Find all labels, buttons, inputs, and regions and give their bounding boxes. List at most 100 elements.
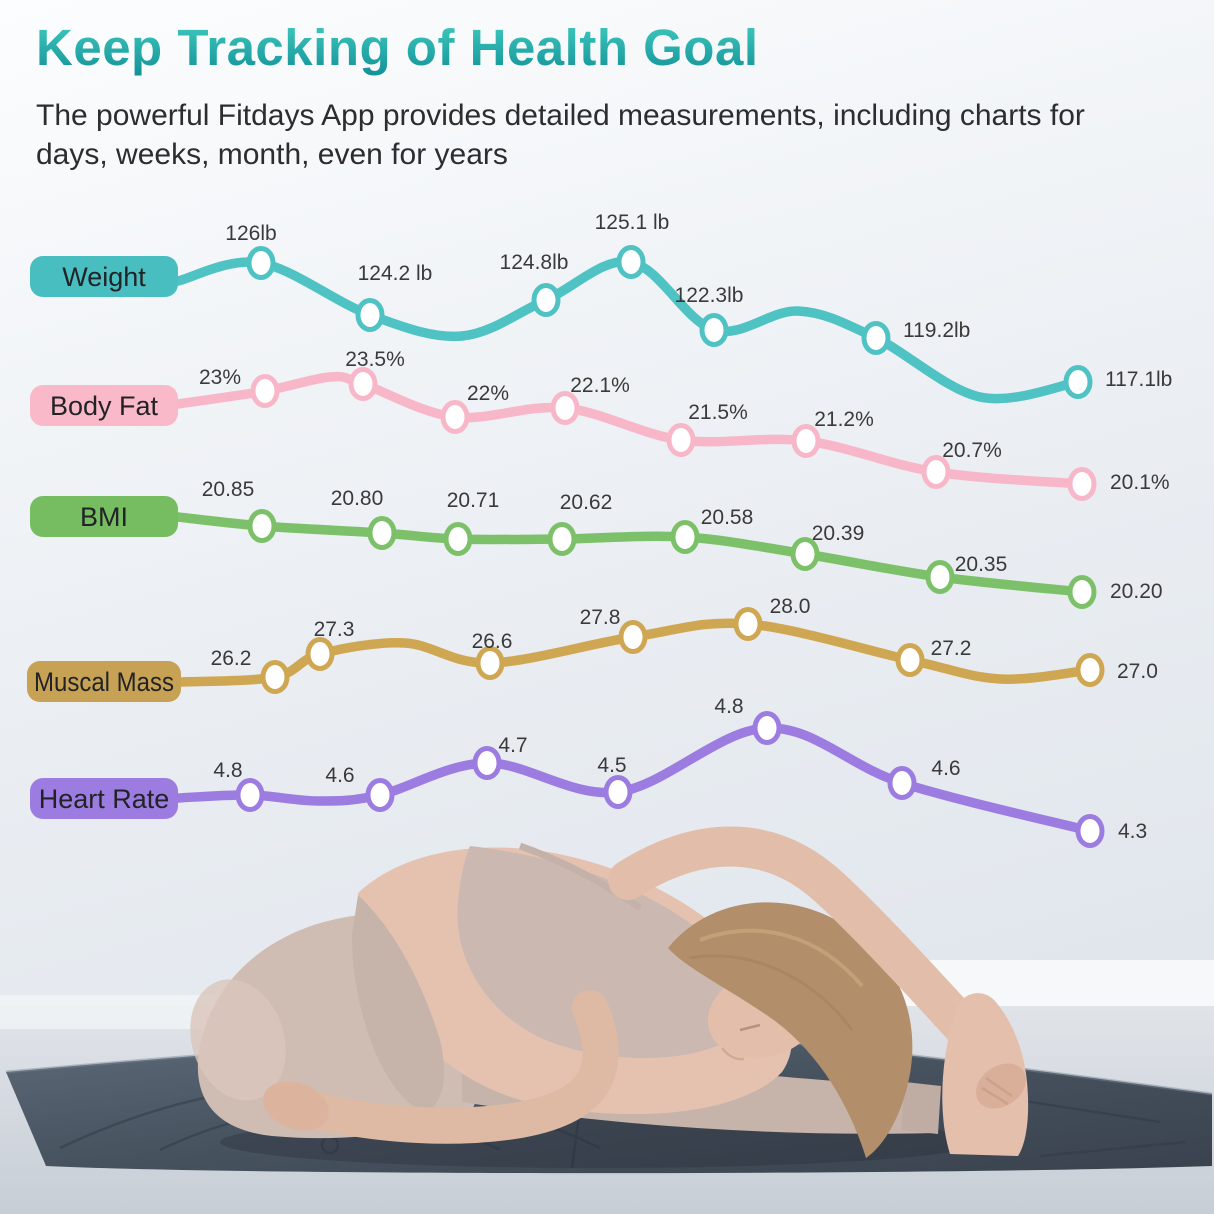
weight-point-label-4: 125.1 lb: [595, 211, 670, 234]
muscal-mass-line: [176, 618, 1095, 687]
weight-legend-pill: Weight: [30, 256, 178, 297]
body-fat-point-2: [348, 367, 378, 401]
bmi-point-label-0: 20.85: [202, 478, 255, 501]
bmi-point-7: [1067, 575, 1097, 609]
muscal-mass-point-label-4: 27.8: [580, 606, 621, 629]
heart-rate-point-label-3: 4.7: [498, 734, 527, 757]
page-title: Keep Tracking of Health Goal: [36, 19, 759, 76]
muscal-mass-point-4: [618, 620, 648, 654]
bmi-legend-label: BMI: [80, 502, 128, 532]
chart-layer: 126lb 124.2 lb 124.8lb 125.1 lb 122.3lb 119.2…: [27, 211, 1172, 848]
muscal-mass-point-6: [895, 643, 925, 677]
bmi-line: [173, 512, 1087, 597]
muscal-mass-point-1: [305, 637, 335, 671]
heart-rate-point-label-4: 4.5: [597, 754, 626, 777]
body-fat-point-label-6: 21.2%: [814, 408, 874, 431]
legging-cuff: [901, 1082, 941, 1134]
leggings-hip: [352, 895, 444, 1112]
heart-rate-point-label-7: 4.3: [1118, 820, 1147, 843]
header: Keep Tracking of Health Goal The powerfu…: [36, 19, 1190, 174]
muscal-mass-point-label-6: 27.2: [931, 637, 972, 660]
series-muscal-mass: 26.2 27.3 26.6 27.8 28.0 27.2 27.0 Muscal Mass: [27, 595, 1158, 702]
weight-point-label-3: 124.8lb: [500, 251, 569, 274]
muscal-mass-point-label-3: 26.6: [472, 630, 513, 653]
body-fat-point-4: [550, 391, 580, 425]
bmi-point-4: [670, 520, 700, 554]
bmi-point-2: [443, 522, 473, 556]
hand-on-foot: [976, 1063, 1026, 1109]
heart-rate-legend-pill: Heart Rate: [30, 778, 178, 819]
body-fat-point-8: [1067, 467, 1097, 501]
bmi-point-label-7: 20.20: [1110, 580, 1163, 603]
page-subtitle: The powerful Fitdays App provides detail…: [36, 99, 1085, 172]
heart-rate-point-3: [472, 746, 502, 780]
muscal-mass-point-3: [475, 646, 505, 680]
bmi-legend-pill: BMI: [30, 496, 178, 537]
bmi-point-label-4: 20.58: [701, 506, 754, 529]
heart-rate-point-4: [603, 775, 633, 809]
weight-point-1: [355, 298, 385, 332]
knee-highlight: [190, 979, 286, 1101]
weight-point-4: [616, 245, 646, 279]
weight-point-label-5: 122.3lb: [675, 284, 744, 307]
series-bmi: 20.85 20.80 20.71 20.62 20.58 20.39 20.35 20.20…: [30, 478, 1163, 609]
body-fat-point-label-3: 22%: [467, 382, 509, 405]
body-fat-point-6: [791, 424, 821, 458]
bmi-point-label-3: 20.62: [560, 491, 613, 514]
series-heart-rate: 4.8 4.6 4.7 4.5 4.8 4.6 4.3 Heart Rate: [30, 695, 1147, 848]
muscal-mass-legend-label: Muscal Mass: [34, 667, 174, 697]
bmi-point-label-1: 20.80: [331, 487, 384, 510]
weight-point-9: [1063, 365, 1093, 399]
hair-strand-2: [689, 954, 854, 1031]
hair-strand: [699, 928, 864, 988]
heart-rate-legend-label: Heart Rate: [39, 784, 170, 814]
sports-bra: [457, 846, 747, 1059]
heart-rate-point-label-5: 4.8: [714, 695, 743, 718]
overhead-arm: [608, 826, 1018, 1084]
body-fat-point-7: [921, 455, 951, 489]
weight-point-label-7: 119.2lb: [903, 319, 970, 342]
body-fat-point-label-4: 22.1%: [570, 374, 630, 397]
yoga-photo: [0, 826, 1214, 1214]
nose-line: [721, 1047, 745, 1061]
body-fat-point-5: [666, 423, 696, 457]
weight-point-0: [246, 246, 276, 280]
bmi-point-1: [367, 516, 397, 550]
body-fat-point-0: [250, 374, 280, 408]
muscal-mass-point-label-8: 27.0: [1117, 660, 1158, 683]
heart-rate-point-label-6: 4.6: [931, 757, 960, 780]
heart-rate-point-0: [235, 778, 265, 812]
eye-line: [739, 1023, 761, 1032]
muscal-mass-point-0: [260, 660, 290, 694]
weight-point-label-9: 117.1lb: [1105, 368, 1172, 391]
body-fat-point-label-7: 20.7%: [942, 439, 1002, 462]
hand-on-knee: [263, 1081, 329, 1131]
weight-point-label-1: 124.2 lb: [358, 262, 433, 285]
hair: [668, 902, 913, 1158]
heart-rate-point-2: [365, 778, 395, 812]
heart-rate-point-7: [1075, 814, 1105, 848]
bmi-point-label-2: 20.71: [447, 489, 500, 512]
weight-point-3: [531, 283, 561, 317]
heart-rate-point-6: [887, 766, 917, 800]
body-fat-point-3: [440, 400, 470, 434]
series-body-fat: 23% 23.5% 22% 22.1% 21.5% 21.2% 20.7% 20.1% Body…: [30, 348, 1170, 501]
body-fat-legend-pill: Body Fat: [30, 385, 178, 426]
bmi-point-6: [925, 560, 955, 594]
muscal-mass-point-label-5: 28.0: [770, 595, 811, 618]
body-fat-point-label-0: 23%: [199, 366, 241, 389]
weight-point-7: [861, 321, 891, 355]
heart-rate-point-label-2: 4.6: [325, 764, 354, 787]
lower-arm: [282, 990, 619, 1144]
muscal-mass-point-label-0: 26.2: [211, 647, 252, 670]
heart-rate-point-label-0: 4.8: [213, 759, 242, 782]
finger-lines: [981, 1076, 1013, 1106]
weight-legend-label: Weight: [62, 262, 146, 292]
weight-point-5: [699, 313, 729, 347]
bmi-point-5: [790, 537, 820, 571]
bmi-point-label-5: 20.39: [812, 522, 865, 545]
weight-point-label-0: 126lb: [225, 222, 276, 245]
body-fat-point-label-8: 20.1%: [1110, 471, 1170, 494]
